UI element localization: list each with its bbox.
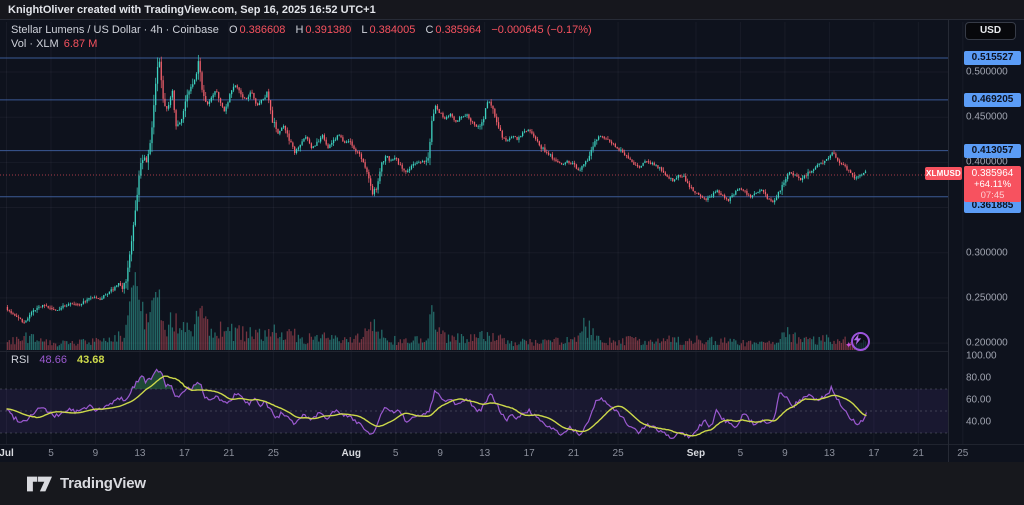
time-tick-day: 5 (48, 448, 54, 459)
rsi-ma-value: 43.68 (77, 354, 105, 366)
time-tick-day: 13 (134, 448, 146, 459)
time-tick-day: 25 (612, 448, 624, 459)
time-tick-day: 17 (523, 448, 535, 459)
attribution-text: KnightOliver created with TradingView.co… (8, 4, 376, 16)
high-label: H (295, 24, 304, 36)
chart-canvas[interactable] (0, 20, 1024, 462)
chart-area[interactable]: Stellar Lumens / US Dollar · 4h · Coinba… (0, 20, 1024, 462)
price-tick-label: 0.200000 (966, 337, 1008, 349)
current-price-value: 0.385964 (971, 167, 1014, 179)
time-tick-day: 13 (823, 448, 835, 459)
footer-bar: TradingView (0, 462, 1024, 505)
time-tick-day: 9 (782, 448, 788, 459)
change-value: −0.000645 (−0.17%) (491, 24, 592, 36)
high-value: 0.391380 (305, 24, 352, 36)
current-price-badge[interactable]: 0.385964 +64.11% 07:45 (964, 165, 1021, 202)
current-price-change: +64.11% (973, 178, 1012, 190)
time-tick-day: 5 (392, 448, 399, 459)
price-tick-label: 0.300000 (966, 247, 1008, 259)
time-tick-day: 17 (868, 448, 880, 459)
rsi-tick-label: 100.00 (966, 350, 997, 362)
price-tick-label: 0.250000 (966, 292, 1008, 304)
symbol-legend: Stellar Lumens / US Dollar · 4h · Coinba… (11, 23, 592, 51)
price-level-badge[interactable]: 0.361885 (964, 199, 1021, 214)
rsi-value: 48.66 (39, 354, 67, 366)
price-level-badge[interactable]: 0.469205 (964, 92, 1021, 107)
tradingview-logo-text: TradingView (60, 475, 146, 492)
price-level-badge[interactable]: 0.413057 (964, 143, 1021, 158)
volume-info-row: Vol · XLM 6.87 M (11, 37, 592, 51)
rsi-label: RSI (11, 354, 30, 366)
time-tick-day: 5 (737, 448, 744, 459)
tradingview-logo-icon (27, 476, 52, 491)
lightning-bolt-icon (853, 334, 862, 345)
time-tick-day: 9 (92, 448, 99, 459)
low-value: 0.384005 (369, 24, 416, 36)
price-tick-label: 0.450000 (966, 111, 1008, 123)
low-label: L (361, 24, 368, 36)
symbol-price-chip[interactable]: XLMUSD (925, 167, 962, 181)
volume-label: Vol · XLM (11, 38, 59, 50)
time-tick-day: 25 (267, 448, 279, 459)
symbol-title: Stellar Lumens / US Dollar · 4h · Coinba… (11, 24, 219, 36)
time-tick-day: 17 (178, 448, 190, 459)
time-tick-month: Sep (686, 448, 706, 459)
price-tick-label: 0.400000 (966, 156, 1008, 168)
rsi-legend: RSI 48.66 43.68 (11, 354, 105, 366)
volume-value: 6.87 M (63, 38, 98, 50)
open-value: 0.386608 (239, 24, 286, 36)
sparkle-cursor-icon: ✦ (845, 340, 853, 350)
rsi-tick-label: 80.00 (966, 372, 992, 384)
time-tick-day: 25 (957, 448, 969, 459)
close-label: C (425, 24, 434, 36)
price-level-badge[interactable]: 0.515527 (964, 50, 1021, 65)
currency-toggle-button[interactable]: USD (965, 22, 1016, 40)
close-value: 0.385964 (435, 24, 482, 36)
price-tick-label: 0.500000 (966, 66, 1008, 78)
bar-countdown: 07:45 (980, 189, 1005, 201)
time-tick-day: 21 (223, 448, 235, 459)
attribution-bar: KnightOliver created with TradingView.co… (0, 0, 1024, 20)
open-label: O (228, 24, 238, 36)
time-tick-month: Aug (341, 448, 361, 459)
time-tick-day: 21 (912, 448, 924, 459)
time-tick-month: Jul (0, 448, 14, 459)
time-tick-day: 21 (568, 448, 580, 459)
rsi-tick-label: 60.00 (966, 394, 992, 406)
time-tick-day: 13 (479, 448, 491, 459)
rsi-tick-label: 40.00 (966, 416, 992, 428)
symbol-info-row: Stellar Lumens / US Dollar · 4h · Coinba… (11, 23, 592, 37)
lightning-emoji-icon[interactable]: ✦ (845, 332, 870, 351)
tradingview-logo[interactable]: TradingView (27, 475, 146, 493)
time-tick-day: 9 (437, 448, 443, 459)
